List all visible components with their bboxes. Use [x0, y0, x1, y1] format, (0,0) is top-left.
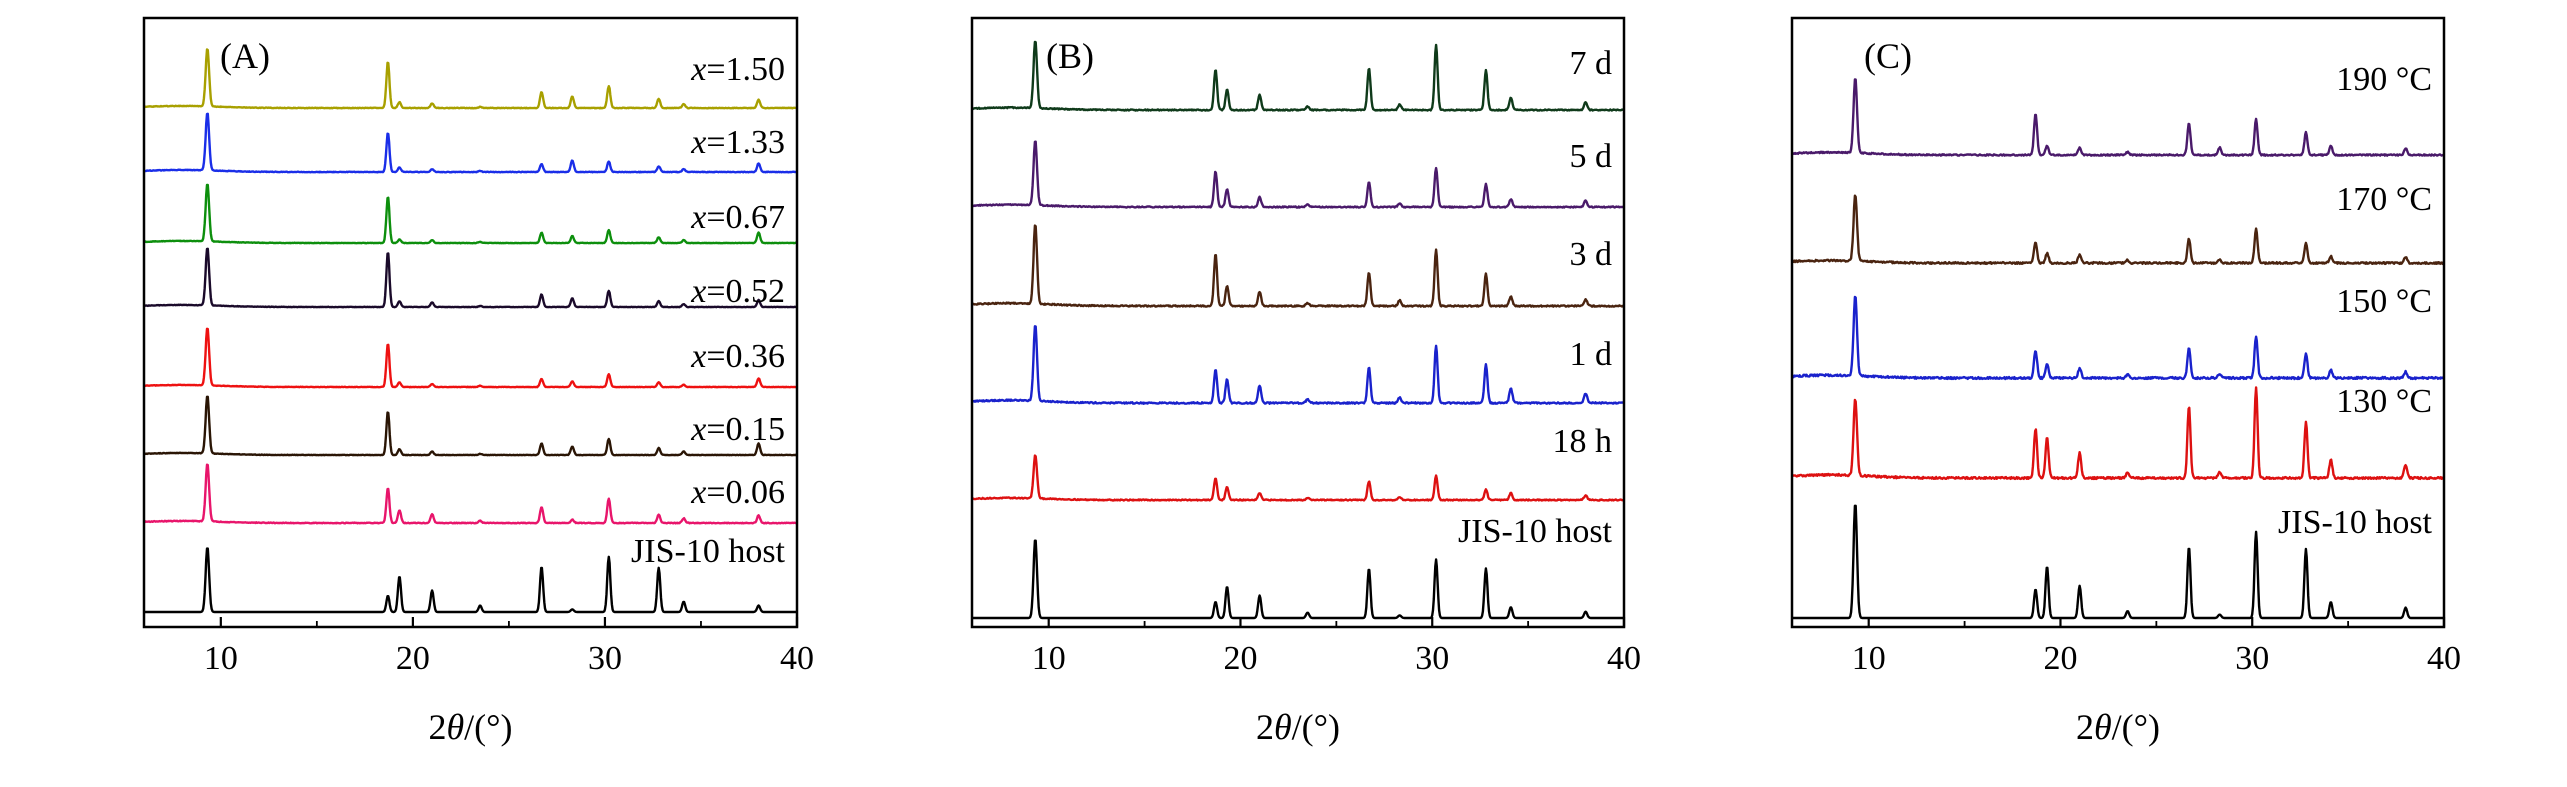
xrd-trace-3 [1791, 194, 2445, 266]
series-label: x=0.15 [690, 411, 785, 448]
panel-label: (B) [1046, 36, 1094, 76]
x-tick-label: 30 [1415, 640, 1449, 677]
x-tick-label: 40 [2427, 640, 2461, 677]
x-tick-label: 10 [204, 640, 238, 677]
series-label: x=1.33 [690, 124, 785, 161]
x-tick-label: 40 [1607, 640, 1641, 677]
xrd-trace-1 [143, 463, 798, 525]
xrd-trace-6 [143, 112, 798, 174]
series-label: JIS-10 host [2278, 504, 2433, 541]
x-axis-label: 2θ/(°) [1256, 707, 1340, 747]
series-label: x=0.06 [690, 474, 785, 511]
xrd-trace-4 [143, 247, 798, 309]
xrd-trace-0 [143, 547, 798, 614]
xrd-trace-1 [1791, 386, 2445, 481]
series-label: x=0.36 [690, 338, 785, 375]
plot-frame [1790, 16, 2446, 629]
series-label: 150 °C [2336, 283, 2432, 320]
x-axis-label: 2θ/(°) [428, 707, 512, 747]
x-tick-label: 10 [1032, 640, 1066, 677]
series-label: x=1.50 [690, 51, 785, 88]
xrd-trace-3 [143, 327, 798, 389]
x-tick-label: 10 [1852, 640, 1886, 677]
series-label: 3 d [1570, 236, 1613, 273]
series-label: 7 d [1570, 45, 1613, 82]
x-tick-label: 30 [588, 640, 622, 677]
series-label: x=0.67 [690, 199, 785, 236]
xrd-trace-0 [971, 539, 1625, 620]
xrd-trace-2 [1791, 295, 2446, 381]
x-tick-label: 20 [2043, 640, 2077, 677]
series-label: 130 °C [2336, 383, 2432, 420]
xrd-trace-2 [971, 325, 1625, 405]
xrd-trace-3 [971, 224, 1625, 308]
series-label: 190 °C [2336, 61, 2432, 98]
xrd-trace-2 [143, 395, 798, 457]
x-tick-label: 40 [780, 640, 814, 677]
xrd-trace-0 [1791, 504, 2445, 620]
x-tick-label: 20 [1223, 640, 1257, 677]
x-tick-label: 30 [2235, 640, 2269, 677]
series-label: 5 d [1570, 138, 1613, 175]
series-label: x=0.52 [690, 273, 785, 310]
series-label: 1 d [1570, 336, 1613, 373]
xrd-trace-5 [971, 40, 1625, 112]
xrd-trace-5 [143, 183, 798, 245]
panel-label: (A) [220, 36, 270, 76]
series-label: JIS-10 host [1458, 513, 1613, 550]
xrd-trace-1 [971, 454, 1625, 502]
series-label: JIS-10 host [631, 533, 786, 570]
xrd-trace-4 [1791, 78, 2445, 157]
series-label: 170 °C [2336, 181, 2432, 218]
series-label: 18 h [1553, 423, 1613, 460]
plot-frame [970, 16, 1626, 629]
x-tick-label: 20 [396, 640, 430, 677]
xrd-trace-4 [971, 140, 1625, 209]
panel-label: (C) [1864, 36, 1912, 76]
x-axis-label: 2θ/(°) [2076, 707, 2160, 747]
plot-frame [142, 16, 799, 629]
xrd-trace-7 [143, 48, 798, 110]
